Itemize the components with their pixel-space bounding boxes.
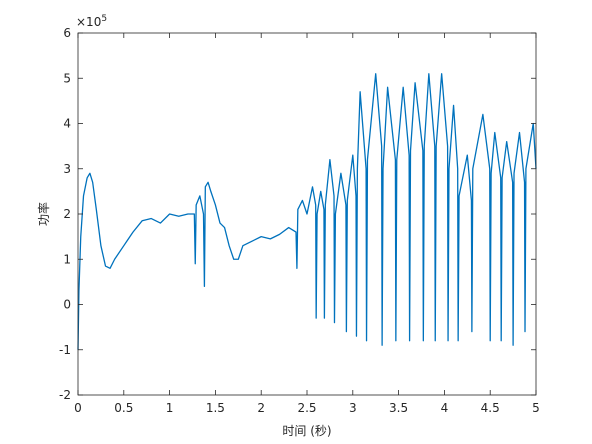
y-tick-label: -2 bbox=[59, 388, 71, 402]
x-tick-label: 2 bbox=[257, 401, 265, 415]
y-tick-label: 5 bbox=[63, 71, 71, 85]
x-tick-label: 3 bbox=[349, 401, 357, 415]
y-multiplier-exponent: 5 bbox=[101, 14, 107, 24]
y-tick-label: -1 bbox=[59, 343, 71, 357]
x-tick-label: 3.5 bbox=[389, 401, 408, 415]
x-tick-label: 0 bbox=[74, 401, 82, 415]
x-tick-label: 4 bbox=[441, 401, 449, 415]
y-tick-label: 4 bbox=[63, 117, 71, 131]
y-tick-label: 2 bbox=[63, 207, 71, 221]
x-tick-label: 1 bbox=[166, 401, 174, 415]
x-tick-label: 2.5 bbox=[297, 401, 316, 415]
y-multiplier: ×105 bbox=[76, 14, 107, 29]
y-tick-label: 3 bbox=[63, 162, 71, 176]
y-tick-label: 6 bbox=[63, 26, 71, 40]
x-tick-label: 0.5 bbox=[114, 401, 133, 415]
data-line bbox=[77, 73, 537, 350]
y-multiplier-base: ×10 bbox=[76, 15, 101, 29]
x-tick-label: 4.5 bbox=[481, 401, 500, 415]
y-axis-label: 功率 bbox=[36, 202, 51, 226]
x-axis-label: 时间 (秒) bbox=[282, 424, 331, 438]
x-tick-label: 1.5 bbox=[206, 401, 225, 415]
y-tick-label: 0 bbox=[63, 298, 71, 312]
x-tick-label: 5 bbox=[532, 401, 540, 415]
y-tick-label: 1 bbox=[63, 252, 71, 266]
